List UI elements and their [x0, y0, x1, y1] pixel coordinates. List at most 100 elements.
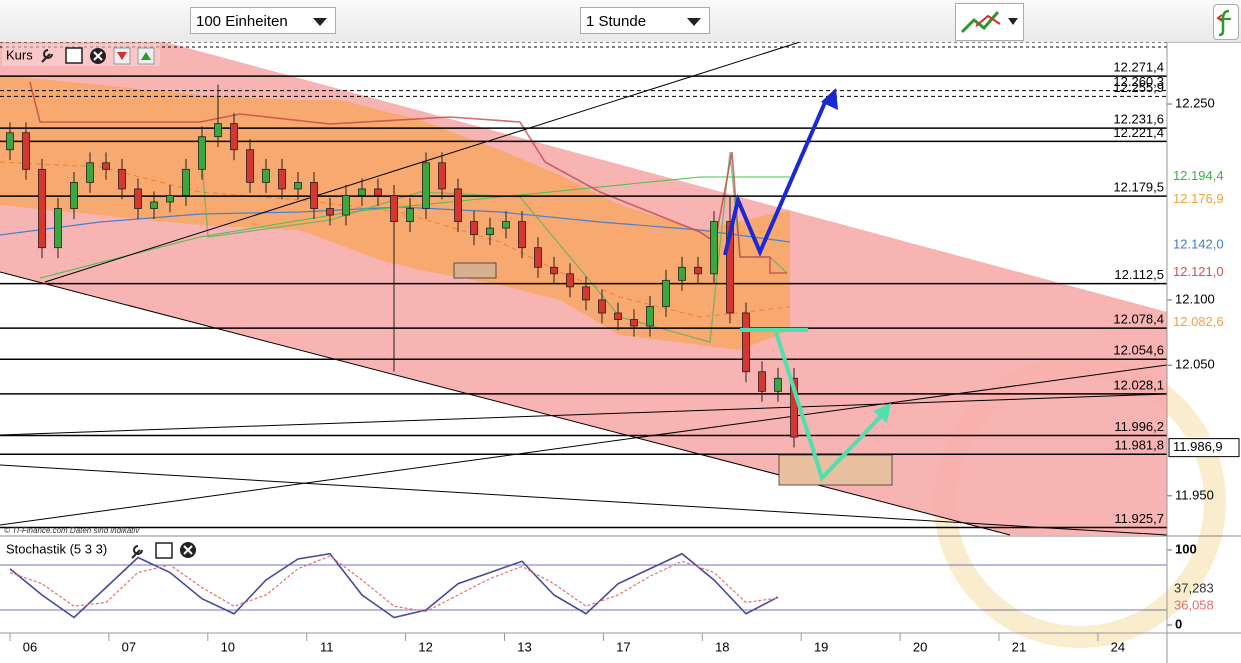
- candle-body: [278, 168, 286, 190]
- candle-body: [326, 208, 334, 216]
- price-marker-label: 11.986,9: [1173, 439, 1223, 454]
- candle-body: [182, 168, 190, 196]
- level-label: 11.981,8: [1114, 438, 1164, 453]
- chart-area: 12.271,412.260,312.255,9 12.231,612.221,4…: [0, 42, 1241, 663]
- candle-body: [678, 266, 686, 281]
- y-tick-label: 12.100: [1175, 291, 1215, 306]
- x-tick-label: 13: [517, 639, 531, 654]
- candle-body: [598, 299, 606, 314]
- candle-body: [70, 181, 78, 209]
- candle-body: [710, 221, 718, 275]
- candle-body: [246, 149, 254, 183]
- candle-body: [134, 188, 142, 209]
- level-label: 11.925,7: [1114, 511, 1164, 526]
- candle-body: [454, 188, 462, 222]
- candle-body: [614, 312, 622, 320]
- level-label: 12.231,6: [1113, 112, 1164, 127]
- chart-type-button[interactable]: [955, 3, 1024, 41]
- price-marker-label: 12.176,9: [1173, 191, 1224, 206]
- price-marker: [1169, 190, 1239, 209]
- level-label: 12.260,3: [1113, 74, 1164, 89]
- target-box: [778, 454, 893, 486]
- y-tick-label: 12.250: [1175, 95, 1215, 110]
- indicator-button[interactable]: [1213, 4, 1239, 40]
- x-tick-label: 10: [221, 639, 235, 654]
- panel-tools[interactable]: [131, 542, 196, 559]
- candle-body: [198, 136, 206, 170]
- level-label: 11.996,2: [1114, 419, 1164, 434]
- x-tick-label: 18: [715, 639, 729, 654]
- candle-body: [118, 168, 126, 190]
- candle-body: [102, 162, 110, 170]
- trend-line: [44, 42, 801, 283]
- stoch-line: [9, 555, 779, 613]
- candle-body: [438, 162, 446, 190]
- arrow-head: [821, 88, 838, 110]
- main-panel: 12.271,412.260,312.255,9 12.231,612.221,4…: [0, 60, 1240, 529]
- level-label: 12.054,6: [1113, 343, 1164, 358]
- interval-dropdown[interactable]: 1 Stunde: [580, 7, 710, 34]
- x-tick-label: 11: [320, 639, 334, 654]
- candle-body: [166, 195, 174, 203]
- x-tick-label: 21: [1012, 639, 1026, 654]
- price-marker: [1169, 263, 1239, 282]
- candle-body: [502, 221, 510, 229]
- disclaimer: © TI-Finance.com Daten sind indikativ: [4, 526, 140, 535]
- candle-body: [646, 306, 654, 327]
- candle-body: [758, 371, 766, 392]
- x-tick-label: 06: [23, 639, 37, 654]
- x-tick-label: 24: [1111, 639, 1125, 654]
- trend-line: [0, 364, 1168, 526]
- candle-body: [230, 123, 238, 151]
- candle-body: [310, 181, 318, 209]
- candle-body: [534, 247, 542, 268]
- panel-title: Stochastik (5 3 3): [6, 541, 107, 556]
- candle-body: [774, 377, 782, 392]
- level-label: 12.078,4: [1113, 312, 1164, 327]
- candle-body: [630, 319, 638, 327]
- x-tick-label: 20: [913, 639, 927, 654]
- chart-type-icon: [960, 11, 1018, 34]
- candle-body: [262, 168, 270, 183]
- trend-line: [0, 393, 1168, 436]
- candle-body: [358, 188, 366, 196]
- price-marker-label: 12.082,6: [1173, 314, 1224, 329]
- price-marker-label: 12.121,0: [1173, 264, 1224, 279]
- price-marker: [1169, 313, 1239, 332]
- candle-body: [214, 123, 222, 138]
- candle-body: [470, 221, 478, 236]
- units-dropdown[interactable]: 100 Einheiten: [190, 7, 336, 34]
- candle-body: [390, 195, 398, 222]
- candle-body: [726, 221, 734, 314]
- candle-body: [54, 208, 62, 249]
- x-tick-label: 07: [122, 639, 136, 654]
- candle-body: [342, 195, 350, 216]
- price-marker: [1169, 167, 1239, 186]
- stoch-line: [9, 552, 779, 619]
- y-tick-label: 100: [1175, 541, 1197, 556]
- trailing-stop: [29, 81, 787, 274]
- price-marker-label: 12.142,0: [1173, 237, 1224, 252]
- zone-box: [453, 262, 497, 279]
- stoch-panel: 100 0 37,283 36,058: [0, 541, 1214, 631]
- price-marker-label: 12.194,4: [1173, 168, 1224, 183]
- candle-body: [694, 266, 702, 275]
- level-label: 12.112,5: [1114, 267, 1164, 282]
- x-tick-label: 17: [616, 639, 630, 654]
- candle-body: [422, 162, 430, 209]
- units-text: 100 Einheiten: [196, 13, 288, 30]
- arrow-head: [873, 403, 891, 423]
- candle-body: [22, 132, 30, 170]
- candle-body: [582, 286, 590, 301]
- level-label: 12.179,5: [1113, 180, 1164, 195]
- candle-body: [550, 266, 558, 275]
- y-tick-label: 11.950: [1175, 487, 1214, 502]
- scenario-up: [723, 99, 828, 258]
- level-label: 12.221,4: [1113, 125, 1164, 140]
- candle-body: [486, 227, 494, 236]
- trend-line: [0, 464, 1168, 536]
- price-marker: [1169, 236, 1239, 255]
- panel-tools[interactable]: [41, 47, 155, 65]
- candle-body: [150, 201, 158, 209]
